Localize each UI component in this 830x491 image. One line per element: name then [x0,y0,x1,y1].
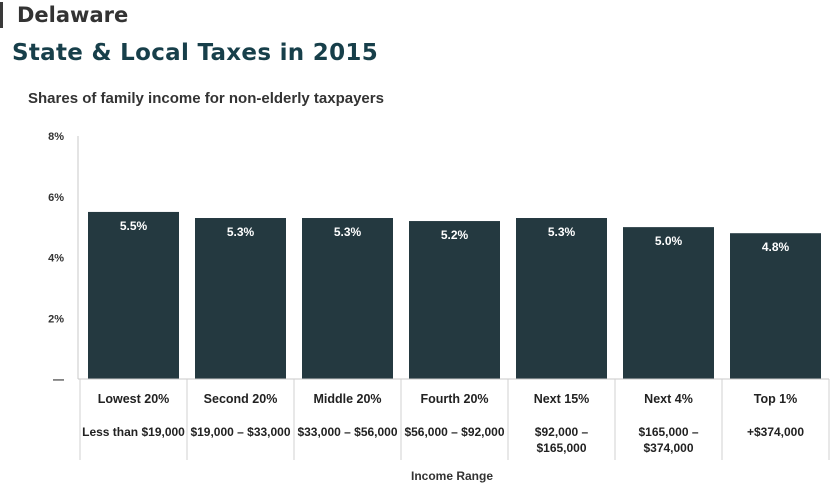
bar [516,218,607,379]
y-tick-label: 6% [48,192,64,204]
x-axis-title: Income Range [411,469,493,483]
x-range-label: Less than $19,000 [82,425,185,439]
x-category-label: Lowest 20% [98,392,170,406]
x-range-label: $19,000 – $33,000 [190,425,290,439]
state-name: Delaware [0,2,128,28]
x-range-label: +$374,000 [747,425,804,439]
bar-value-label: 5.3% [227,225,255,239]
bar-value-label: 5.3% [548,225,576,239]
y-tick-label: — [53,374,64,386]
y-tick-label: 2% [48,313,64,325]
x-category-label: Fourth 20% [420,392,488,406]
bar [195,218,286,379]
bar-value-label: 5.3% [334,225,362,239]
x-range-label: $33,000 – $56,000 [297,425,397,439]
x-category-label: Next 15% [534,392,590,406]
bar-value-label: 5.5% [120,219,148,233]
bar-value-label: 5.2% [441,228,469,242]
y-tick-label: 4% [48,253,64,265]
x-category-label: Middle 20% [313,392,381,406]
bar [623,227,714,379]
x-category-label: Second 20% [204,392,278,406]
x-category-label: Next 4% [644,392,693,406]
bar [88,211,179,379]
x-range-label: $56,000 – $92,000 [404,425,504,439]
x-range-label: $374,000 [643,441,693,455]
bar-value-label: 5.0% [655,234,683,248]
chart-title: Shares of family income for non-elderly … [28,90,384,107]
x-range-label: $92,000 – [535,425,589,439]
x-range-label: $165,000 – [638,425,698,439]
x-range-label: $165,000 [536,441,586,455]
bar-value-label: 4.8% [762,240,790,254]
y-tick-label: 8% [48,131,64,143]
bar [730,233,821,379]
page-title: State & Local Taxes in 2015 [12,40,379,66]
bar [302,218,393,379]
bar [409,221,500,379]
x-category-label: Top 1% [754,392,798,406]
